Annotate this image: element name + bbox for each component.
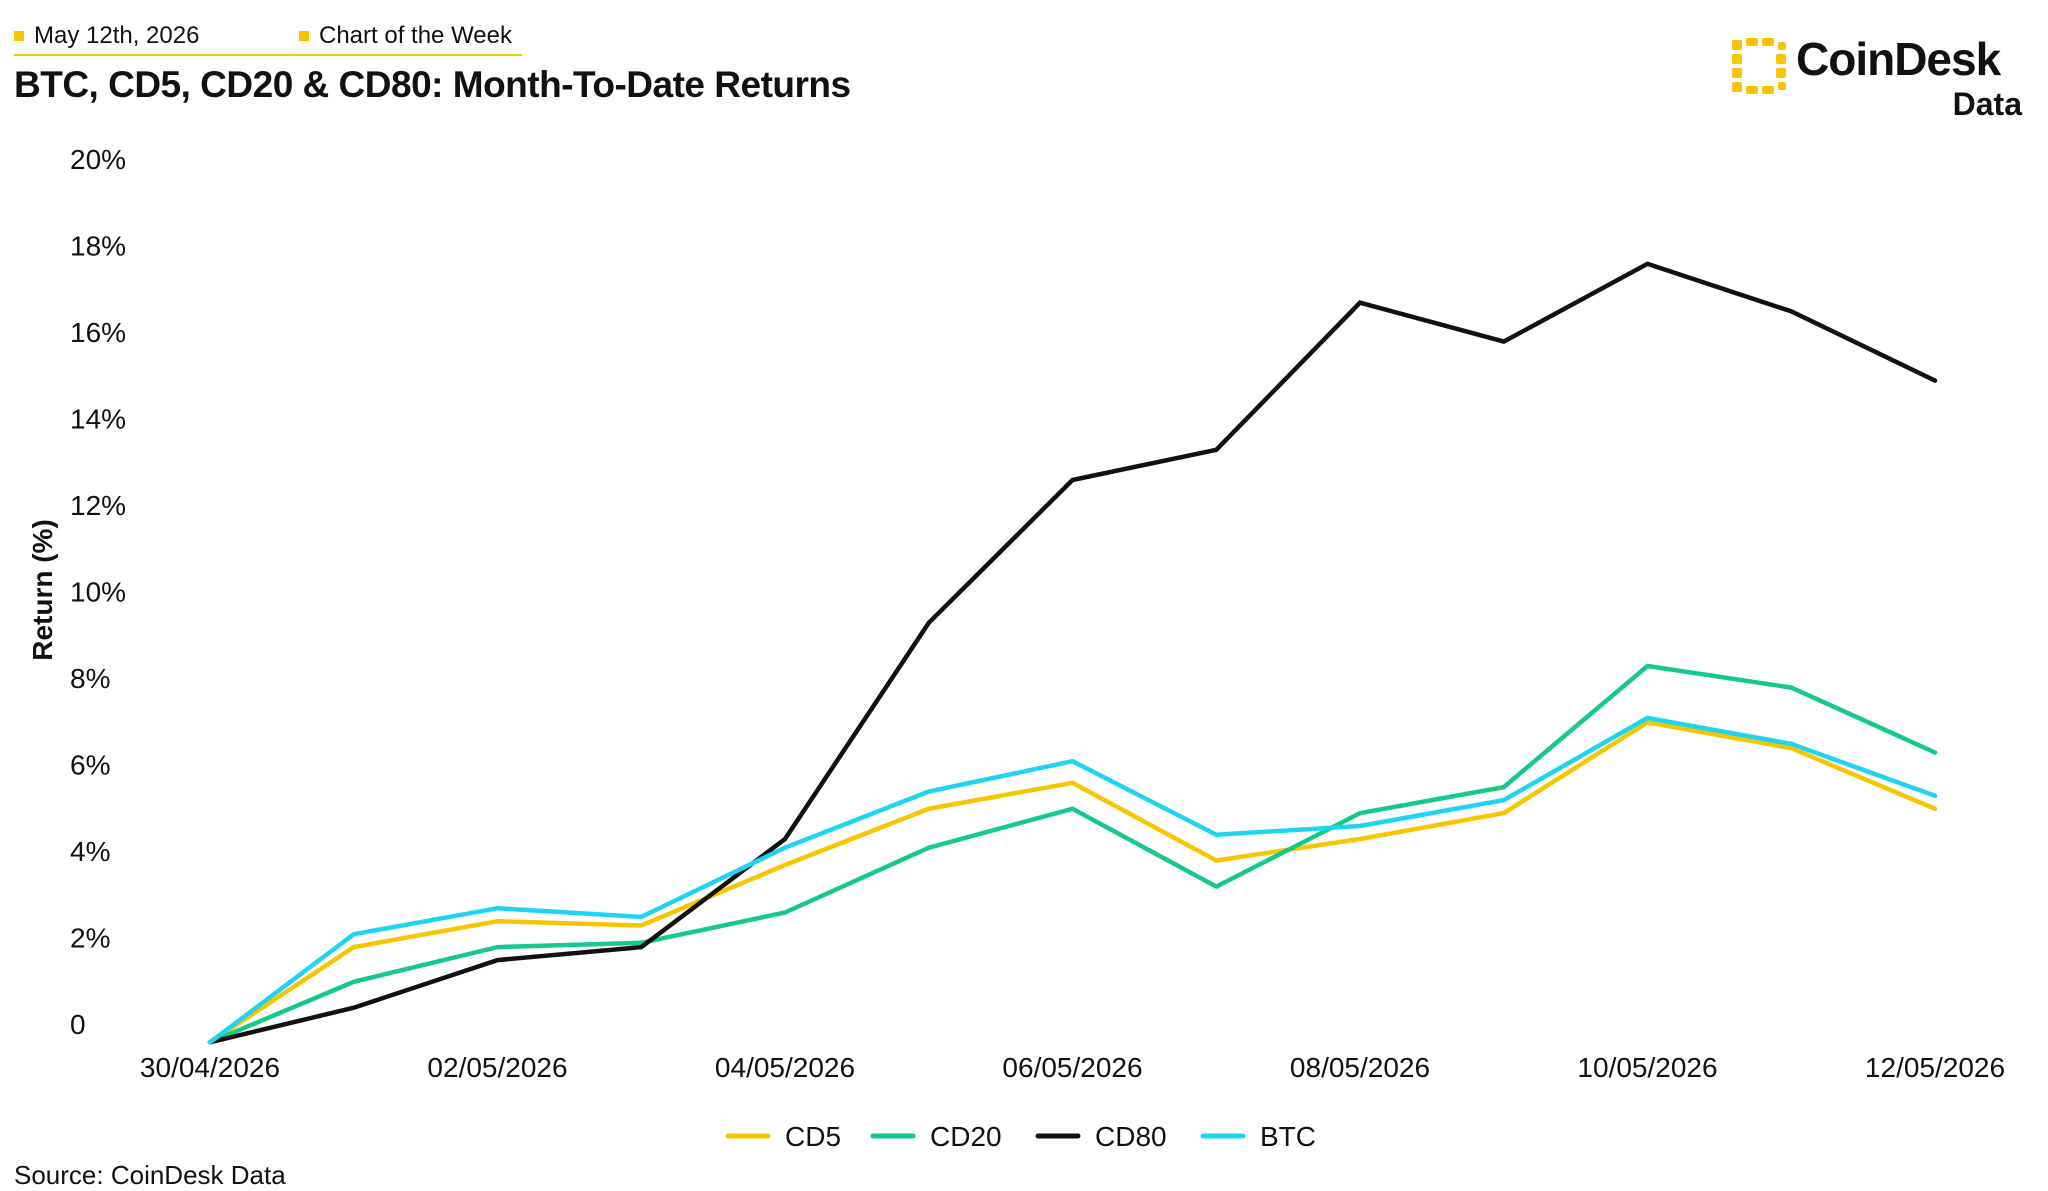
x-axis-ticks: 30/04/2026 02/05/2026 04/05/2026 06/05/2026… [140, 1052, 2005, 1083]
y-tick-label: 16% [70, 317, 126, 348]
x-tick-label: 06/05/2026 [1002, 1052, 1142, 1083]
y-axis-ticks: 0 2% 4% 6% 8% 10% 12% 14% 16% 18% 20% [70, 144, 126, 1040]
series-line-btc [207, 715, 1938, 1045]
chart-of-week-tag: Chart of the Week [299, 18, 512, 54]
x-tick-label: 02/05/2026 [427, 1052, 567, 1083]
x-tick-label: 10/05/2026 [1577, 1052, 1717, 1083]
logo-subtitle: Data [1952, 86, 2022, 122]
coindesk-data-logo: CoinDesk Data [1732, 32, 2022, 128]
series-line-cd5 [207, 719, 1938, 1045]
x-tick-label: 04/05/2026 [715, 1052, 855, 1083]
chart-legend: CD5 CD20 CD80 BTC [725, 1121, 1316, 1152]
y-tick-label: 0 [70, 1009, 86, 1040]
x-tick-label: 08/05/2026 [1290, 1052, 1430, 1083]
legend-label-cd20: CD20 [930, 1121, 1002, 1152]
series-lines [207, 261, 1938, 1045]
date-text: May 12th, 2026 [34, 22, 200, 49]
y-tick-label: 18% [70, 231, 126, 262]
y-tick-label: 4% [70, 836, 110, 867]
chart-title: BTC, CD5, CD20 & CD80: Month-To-Date Ret… [14, 64, 851, 105]
y-tick-label: 2% [70, 923, 110, 954]
logo-wordmark: CoinDesk [1796, 33, 2001, 85]
legend-label-cd5: CD5 [785, 1121, 841, 1152]
y-tick-label: 6% [70, 750, 110, 781]
chart-of-week-bullet-icon [299, 31, 309, 41]
series-line-cd20 [207, 663, 1938, 1045]
legend-label-cd80: CD80 [1095, 1121, 1167, 1152]
source-note: Source: CoinDesk Data [14, 1160, 286, 1190]
series-line-cd80 [207, 261, 1938, 1045]
coindesk-logo-icon [1732, 38, 1786, 94]
header-tagline: May 12th, 2026 Chart of the Week [14, 18, 522, 56]
y-axis-label: Return (%) [27, 519, 58, 661]
y-tick-label: 12% [70, 490, 126, 521]
y-tick-label: 20% [70, 144, 126, 175]
date-bullet-icon [14, 31, 24, 41]
legend-label-btc: BTC [1260, 1121, 1316, 1152]
y-tick-label: 8% [70, 663, 110, 694]
x-tick-label: 12/05/2026 [1865, 1052, 2005, 1083]
chart-of-week-text: Chart of the Week [319, 22, 512, 49]
y-tick-label: 14% [70, 404, 126, 435]
x-tick-label: 30/04/2026 [140, 1052, 280, 1083]
date-tag: May 12th, 2026 [14, 18, 199, 54]
y-tick-label: 10% [70, 577, 126, 608]
